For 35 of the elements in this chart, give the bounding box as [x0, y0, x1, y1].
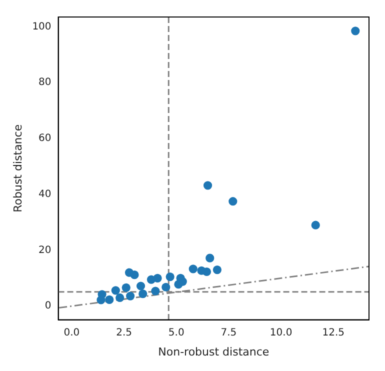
point	[122, 283, 130, 292]
point	[105, 295, 114, 304]
x-axis-title: Non-robust distance	[158, 345, 270, 358]
point	[212, 266, 222, 274]
point	[153, 274, 162, 282]
point	[203, 181, 212, 190]
point	[151, 286, 160, 296]
x-tick-label: 12.5	[322, 327, 345, 338]
point	[136, 282, 146, 290]
y-tick-label: 20	[38, 244, 52, 256]
point	[206, 254, 214, 262]
y-tick-label: 40	[38, 188, 52, 200]
x-tick-label: 10.0	[270, 327, 292, 338]
point	[116, 293, 124, 302]
y-tick-label: 100	[32, 21, 52, 32]
y-tick-label: 0	[44, 300, 52, 312]
point	[166, 272, 174, 282]
point	[228, 197, 238, 206]
point	[162, 282, 170, 292]
point	[96, 296, 106, 304]
point	[188, 264, 198, 274]
x-tick-label: 5.0	[168, 327, 184, 338]
point	[126, 292, 135, 300]
y-tick-label: 60	[38, 133, 52, 144]
x-tick-label: 2.5	[116, 327, 132, 338]
x-tick-label: 7.5	[220, 327, 237, 338]
point	[311, 220, 320, 230]
point	[111, 286, 120, 295]
x-tick-label: 0.0	[64, 327, 80, 338]
point	[174, 280, 183, 289]
y-tick-label: 80	[38, 77, 52, 88]
y-axis-title: Robust distance	[11, 124, 24, 212]
point	[130, 270, 139, 280]
point	[351, 26, 360, 36]
point	[138, 290, 148, 298]
